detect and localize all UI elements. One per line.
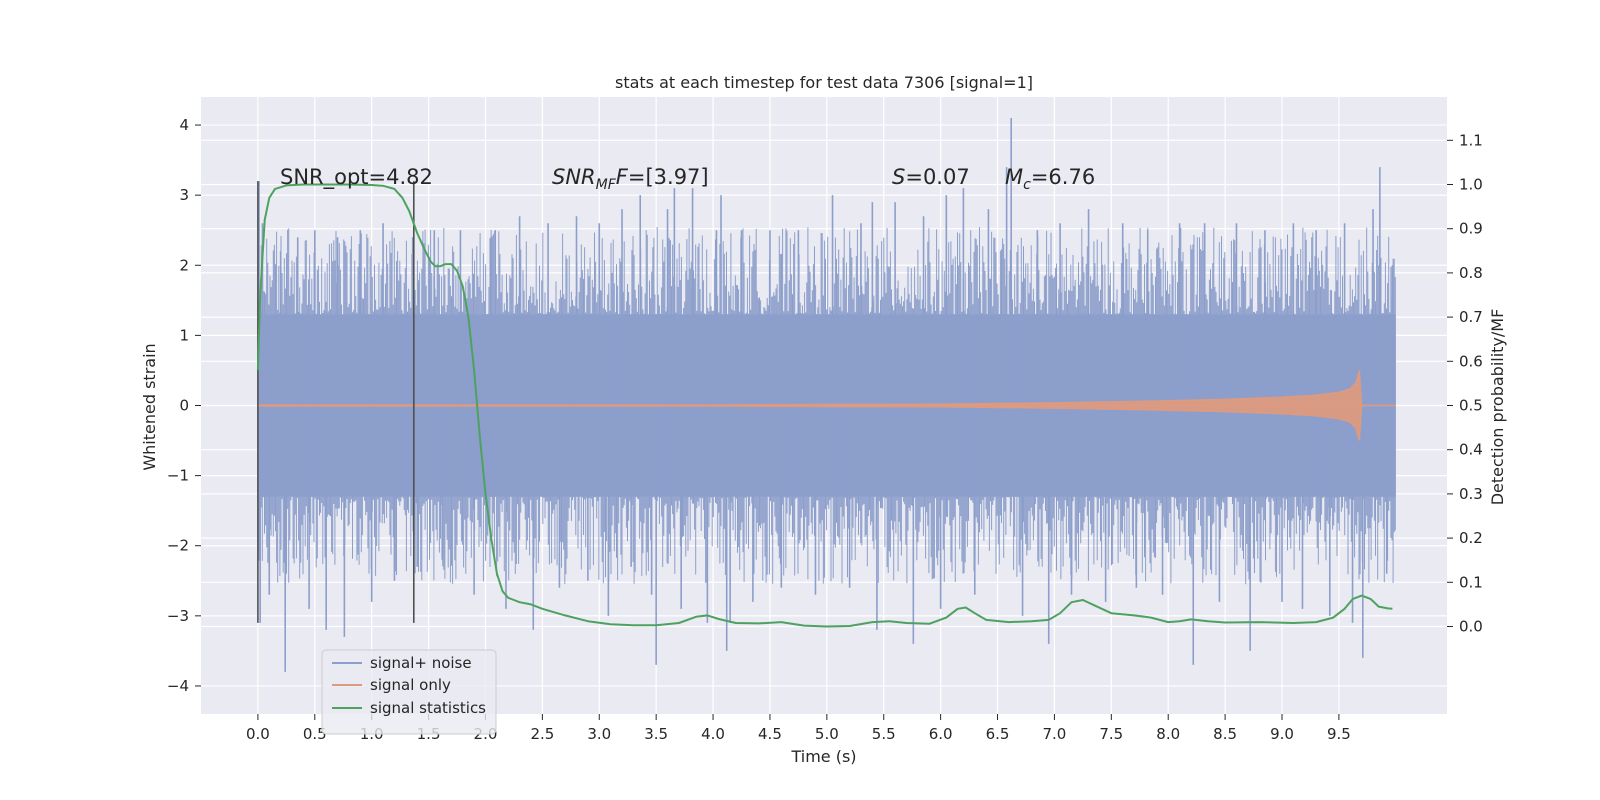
y-tick-label: −3 bbox=[167, 607, 189, 625]
x-tick-label: 0.5 bbox=[303, 725, 327, 743]
x-tick-label: 3.0 bbox=[587, 725, 611, 743]
x-tick-label: 4.5 bbox=[758, 725, 782, 743]
signal-statistics-line bbox=[256, 183, 1393, 628]
y-tick-label: 4 bbox=[179, 116, 189, 134]
y2-tick-label: 1.0 bbox=[1459, 176, 1483, 194]
y-tick-label: −4 bbox=[167, 677, 189, 695]
y-tick-label: −1 bbox=[167, 467, 189, 485]
legend-label-signal-noise: signal+ noise bbox=[370, 654, 472, 672]
annotation-mc: Mc=6.76 bbox=[1005, 165, 1095, 193]
x-tick-label: 4.0 bbox=[701, 725, 725, 743]
annotation-s-name: S bbox=[892, 165, 905, 189]
y-tick-label: 2 bbox=[179, 256, 189, 274]
x-tick-label: 7.5 bbox=[1099, 725, 1123, 743]
y-tick-label: 0 bbox=[179, 397, 189, 415]
legend-label-signal-statistics: signal statistics bbox=[370, 699, 486, 717]
marker-lines bbox=[257, 181, 415, 623]
x-axis-label: Time (s) bbox=[790, 747, 856, 766]
x-tick-label: 7.0 bbox=[1042, 725, 1066, 743]
x-tick-label: 9.0 bbox=[1270, 725, 1294, 743]
signal-only-series bbox=[257, 370, 1396, 441]
legend-box bbox=[321, 649, 497, 735]
x-tick-label: 6.5 bbox=[986, 725, 1010, 743]
legend-label-signal-only: signal only bbox=[370, 676, 451, 694]
annotation-snr-mf-f: F bbox=[616, 165, 629, 189]
y2-tick-label: 0.6 bbox=[1459, 352, 1483, 370]
annotation-mc-name: M bbox=[1005, 165, 1023, 189]
legend: signal+ noise signal only signal statist… bbox=[321, 649, 497, 735]
x-tick-label: 8.0 bbox=[1156, 725, 1180, 743]
x-tick-label: 0.0 bbox=[246, 725, 270, 743]
y2-tick-label: 0.1 bbox=[1459, 573, 1483, 591]
y2-tick-label: 0.9 bbox=[1459, 220, 1483, 238]
y-tick-label: 3 bbox=[179, 186, 189, 204]
annotation-mc-sub: c bbox=[1023, 177, 1031, 193]
annotation-snr-mf-sub: MF bbox=[596, 177, 617, 193]
y2-tick-label: 0.2 bbox=[1459, 529, 1483, 547]
annotation-snr-mf-value: =[3.97] bbox=[628, 165, 709, 189]
y2-tick-label: 0.3 bbox=[1459, 485, 1483, 503]
y-tick-label: −2 bbox=[167, 537, 189, 555]
x-tick-label: 6.0 bbox=[929, 725, 953, 743]
x-tick-label: 5.0 bbox=[815, 725, 839, 743]
y2-tick-label: 0.0 bbox=[1459, 617, 1483, 635]
x-tick-label: 5.5 bbox=[872, 725, 896, 743]
annotation-snr-mf-name: SNR bbox=[552, 165, 596, 189]
y2-axis-label: Detection probability/MF bbox=[1488, 309, 1507, 506]
y-axis-label: Whitened strain bbox=[140, 343, 159, 470]
x-tick-label: 9.5 bbox=[1327, 725, 1351, 743]
annotation-s-value: =0.07 bbox=[905, 165, 969, 189]
y2-tick-label: 0.7 bbox=[1459, 308, 1483, 326]
annotation-s: S=0.07 bbox=[892, 165, 970, 189]
signal-statistics-series bbox=[256, 183, 1393, 628]
y-tick-label: 1 bbox=[179, 326, 189, 344]
y2-tick-label: 0.5 bbox=[1459, 397, 1483, 415]
x-tick-label: 8.5 bbox=[1213, 725, 1237, 743]
y2-tick-label: 1.1 bbox=[1459, 131, 1483, 149]
annotation-snr-opt: SNR_opt=4.82 bbox=[280, 165, 433, 190]
annotation-mc-value: =6.76 bbox=[1031, 165, 1095, 189]
y2-tick-label: 0.4 bbox=[1459, 441, 1483, 459]
chart-title: stats at each timestep for test data 730… bbox=[615, 73, 1033, 92]
x-tick-label: 2.5 bbox=[530, 725, 554, 743]
x-tick-label: 3.5 bbox=[644, 725, 668, 743]
annotation-snr-mf: SNRMFF=[3.97] bbox=[552, 165, 709, 193]
y2-tick-label: 0.8 bbox=[1459, 264, 1483, 282]
